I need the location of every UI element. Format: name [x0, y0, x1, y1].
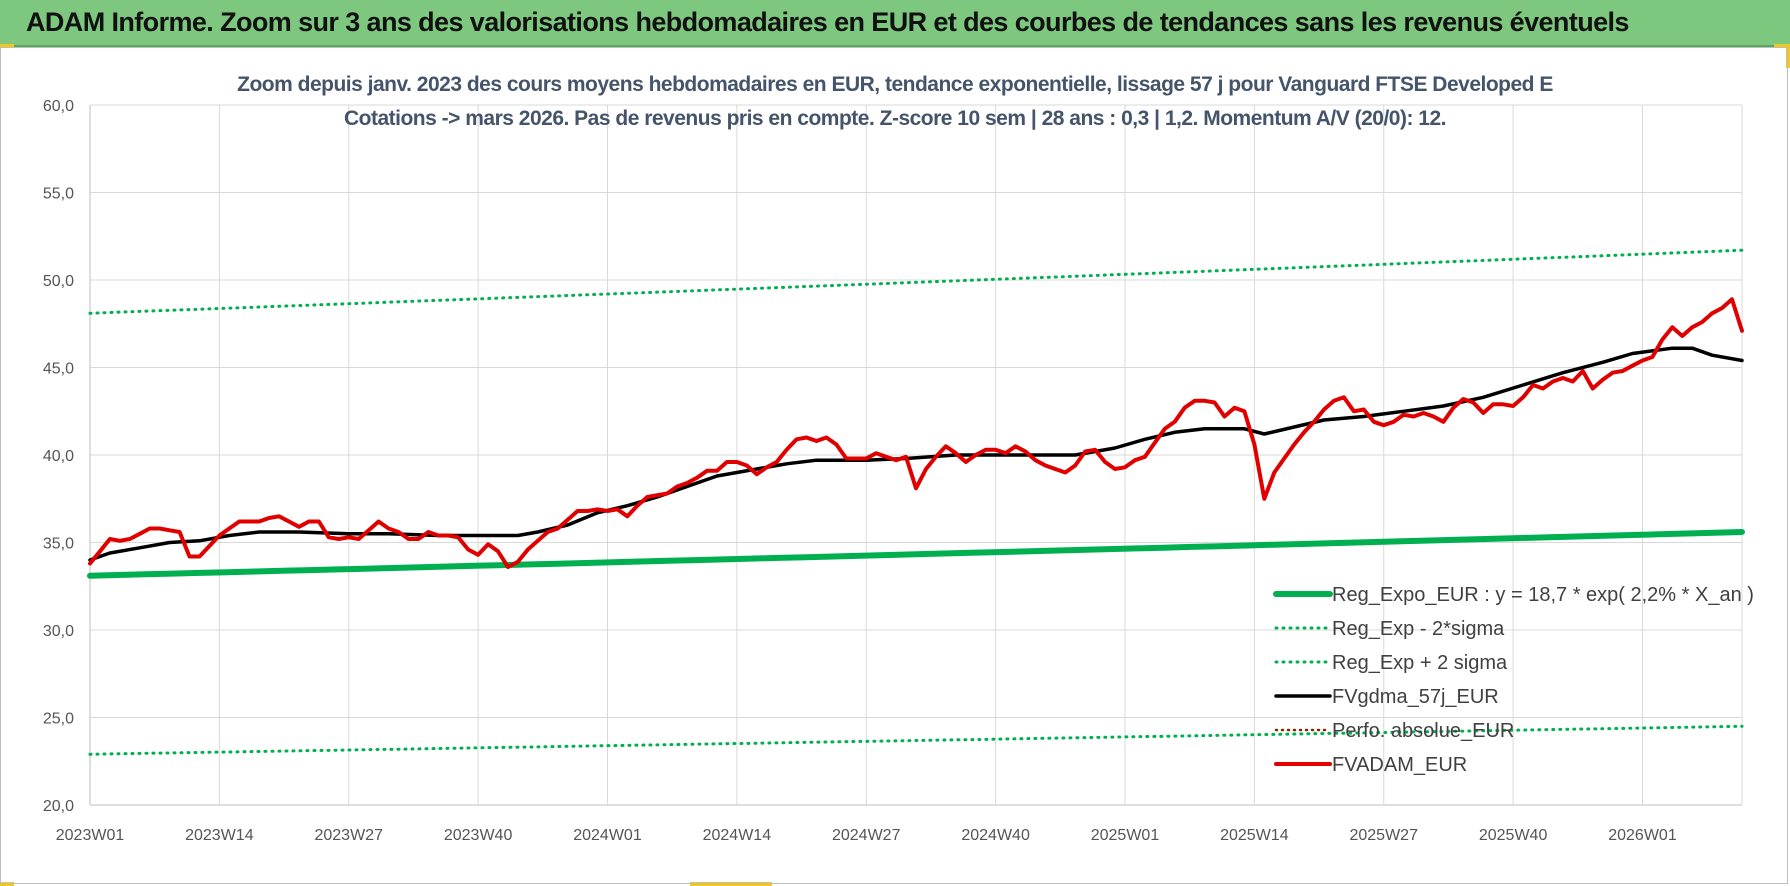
legend-label: FVgdma_57j_EUR [1332, 686, 1499, 708]
y-axis: 20,0 25,0 30,0 35,0 40,0 45,0 50,0 55,0 60,0 [43, 98, 74, 815]
legend-label: Reg_Exp - 2*sigma [1332, 618, 1505, 640]
x-tick-label: 2025W40 [1479, 827, 1548, 844]
title-banner: ADAM Informe. Zoom sur 3 ans des valoris… [0, 0, 1790, 47]
x-tick-label: 2024W40 [961, 827, 1030, 844]
legend-label: Reg_Exp + 2 sigma [1332, 652, 1508, 674]
x-tick-label: 2024W14 [703, 827, 772, 844]
y-tick-label: 30,0 [43, 623, 74, 640]
series-line-1 [88, 724, 1744, 756]
y-tick-label: 60,0 [43, 98, 74, 115]
series-line-0 [87, 529, 1745, 579]
accent-edge-right [1786, 44, 1790, 68]
accent-corner-top-right [1774, 44, 1790, 48]
legend-label: FVADAM_EUR [1332, 754, 1467, 776]
y-tick-label: 35,0 [43, 536, 74, 553]
series-line-2 [88, 248, 1744, 315]
chart-lines [87, 248, 1745, 756]
accent-corner-bottom-left [0, 882, 14, 886]
x-tick-label: 2023W40 [444, 827, 513, 844]
series-line-3 [88, 346, 1744, 562]
series-line-5 [88, 297, 1744, 569]
y-tick-label: 25,0 [43, 711, 74, 728]
x-tick-label: 2025W27 [1349, 827, 1418, 844]
chart-legend: Reg_Expo_EUR : y = 18,7 * exp( 2,2% * X_… [1273, 584, 1754, 776]
x-tick-label: 2025W14 [1220, 827, 1289, 844]
x-tick-label: 2026W01 [1608, 827, 1677, 844]
chart-subtitle: Cotations -> mars 2026. Pas de revenus p… [343, 107, 1447, 130]
x-axis: 2023W01 2023W14 2023W27 2023W40 2024W01 2024W… [56, 827, 1677, 844]
y-tick-label: 20,0 [43, 798, 74, 815]
chart-title: Zoom depuis janv. 2023 des cours moyens … [237, 73, 1553, 96]
x-tick-label: 2023W01 [56, 827, 125, 844]
accent-bottom-center [690, 882, 772, 886]
chart-frame [0, 47, 1788, 884]
y-tick-label: 55,0 [43, 186, 74, 203]
y-tick-label: 40,0 [43, 448, 74, 465]
page-title: ADAM Informe. Zoom sur 3 ans des valoris… [26, 7, 1629, 37]
chart-grid [89, 104, 1743, 806]
x-tick-label: 2024W01 [573, 827, 642, 844]
y-tick-label: 45,0 [43, 361, 74, 378]
legend-label: Perfo. absolue_EUR [1332, 720, 1514, 742]
x-tick-label: 2025W01 [1091, 827, 1160, 844]
legend-label: Reg_Expo_EUR : y = 18,7 * exp( 2,2% * X_… [1332, 584, 1754, 606]
x-tick-label: 2023W27 [314, 827, 383, 844]
x-tick-label: 2023W14 [185, 827, 254, 844]
accent-corner-top-left [0, 44, 14, 48]
y-tick-label: 50,0 [43, 273, 74, 290]
x-tick-label: 2024W27 [832, 827, 901, 844]
